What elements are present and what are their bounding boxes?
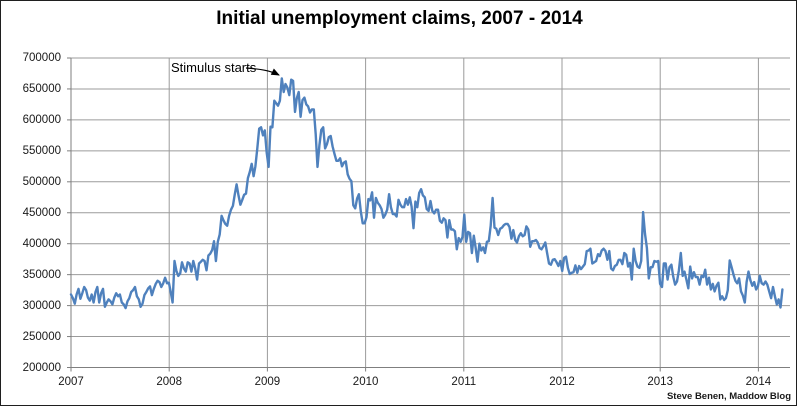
y-tick-label: 500000 xyxy=(22,175,61,188)
x-tick-label: 2012 xyxy=(549,376,575,388)
y-tick-label: 700000 xyxy=(22,52,61,64)
x-tick-label: 2010 xyxy=(352,376,379,388)
x-tick-label: 2014 xyxy=(745,376,772,388)
y-tick-label: 650000 xyxy=(22,82,61,95)
x-tick-label: 2013 xyxy=(647,376,673,388)
y-tick-label: 550000 xyxy=(22,144,61,157)
attribution: Steve Benen, Maddow Blog xyxy=(666,391,791,402)
y-tick-label: 200000 xyxy=(22,361,61,374)
x-tick-label: 2008 xyxy=(156,376,182,388)
annotation-label: Stimulus starts xyxy=(171,60,257,75)
annotation-arrow xyxy=(245,67,280,76)
x-tick-label: 2011 xyxy=(451,376,477,388)
y-tick-label: 250000 xyxy=(22,330,61,343)
y-tick-label: 450000 xyxy=(22,206,61,219)
y-tick-label: 600000 xyxy=(22,113,61,126)
y-tick-label: 350000 xyxy=(22,268,61,281)
claims-line-series xyxy=(69,77,784,310)
x-tick-label: 2009 xyxy=(254,376,281,388)
y-tick-label: 300000 xyxy=(22,299,61,312)
chart-title: Initial unemployment claims, 2007 - 2014 xyxy=(216,8,583,29)
x-tick-label: 2007 xyxy=(58,376,84,388)
y-tick-label: 400000 xyxy=(22,237,61,250)
